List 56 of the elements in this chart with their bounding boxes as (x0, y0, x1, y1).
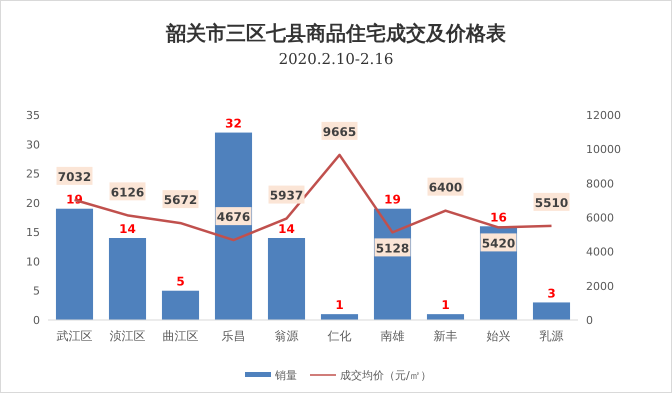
y-tick-label: 35 (26, 109, 40, 122)
bar (532, 302, 570, 320)
x-tick-label: 始兴 (486, 329, 510, 343)
chart-title: 韶关市三区七县商品住宅成交及价格表 (165, 21, 506, 45)
legend-label: 销量 (274, 369, 297, 382)
x-tick-label: 仁化 (326, 329, 352, 343)
x-tick-label: 曲江区 (162, 329, 198, 343)
y-tick-label: 0 (33, 314, 40, 327)
data-label: 16 (490, 210, 507, 224)
bar (320, 314, 358, 320)
data-label: 1 (335, 298, 344, 312)
bar (268, 238, 306, 320)
data-label: 5672 (164, 193, 198, 208)
data-label: 5 (176, 274, 185, 289)
bar (426, 314, 464, 320)
data-label: 1 (441, 298, 450, 312)
bar (162, 290, 200, 320)
data-label: 5510 (534, 196, 568, 210)
x-tick-label: 武江区 (56, 329, 92, 343)
y-tick-label: 30 (26, 138, 40, 152)
x-tick-label: 乐昌 (222, 329, 246, 343)
data-label: 14 (278, 222, 295, 236)
bar (214, 132, 252, 320)
bar (108, 238, 146, 320)
y2-tick-label: 8000 (586, 177, 614, 190)
data-label: 6126 (110, 185, 144, 200)
data-label: 3 (547, 286, 556, 300)
data-label: 5937 (270, 188, 304, 203)
y-tick-label: 25 (26, 168, 40, 181)
data-label: 5420 (482, 236, 516, 250)
y-tick-label: 10 (26, 255, 40, 268)
data-label: 5128 (376, 241, 410, 256)
data-label: 19 (384, 192, 401, 207)
chart-subtitle: 2020.2.10-2.16 (278, 50, 394, 68)
y-tick-label: 5 (33, 284, 40, 298)
data-label: 6400 (428, 180, 462, 195)
x-tick-label: 乳源 (540, 329, 564, 343)
data-label: 9665 (322, 124, 356, 139)
y2-tick-label: 4000 (586, 246, 614, 259)
bar (56, 208, 94, 320)
y2-tick-label: 6000 (586, 212, 614, 224)
x-tick-label: 浈江区 (110, 329, 146, 343)
y-tick-label: 15 (26, 226, 40, 240)
y-tick-label: 20 (26, 196, 40, 210)
data-label: 4676 (216, 210, 250, 224)
x-tick-label: 翁源 (274, 329, 298, 343)
y2-tick-label: 10000 (586, 143, 621, 156)
y2-tick-label: 12000 (586, 109, 621, 122)
y2-tick-label: 2000 (586, 280, 614, 293)
y2-tick-label: 0 (586, 314, 593, 327)
data-label: 32 (225, 116, 242, 131)
x-tick-label: 新丰 (434, 329, 458, 343)
data-label: 7032 (58, 170, 92, 184)
x-tick-label: 南雄 (380, 329, 404, 343)
legend-label: 成交均价（元/㎡） (340, 369, 432, 382)
data-label: 14 (119, 222, 136, 236)
